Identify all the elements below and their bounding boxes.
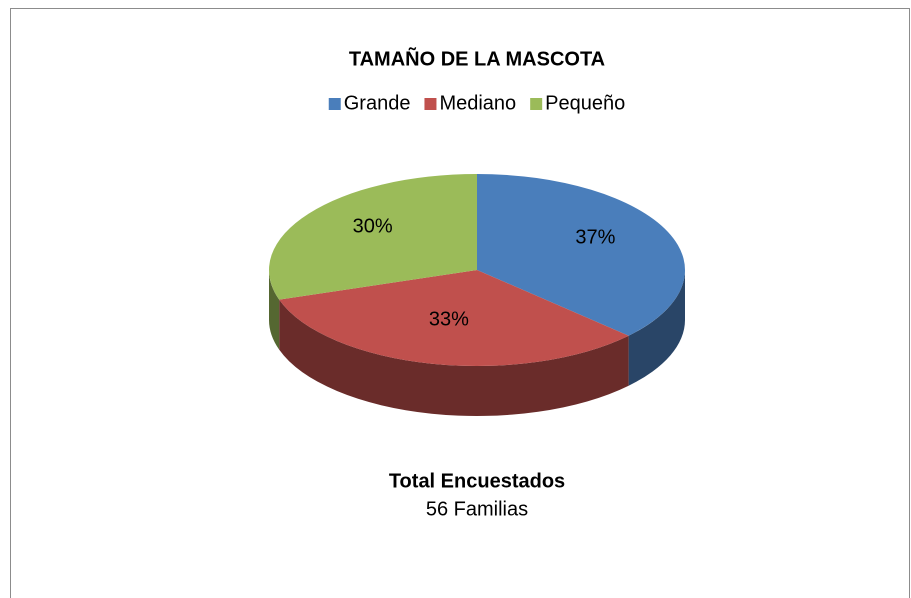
legend-label: Pequeño: [545, 92, 625, 114]
data-label: 30%: [353, 215, 393, 237]
pie-sides: [269, 270, 685, 417]
data-label: 33%: [429, 308, 469, 330]
data-label: 37%: [575, 227, 615, 249]
data-labels: 37% 33% 30%: [353, 215, 616, 330]
slice: [268, 174, 477, 300]
chart-title: TAMAÑO DE LA MASCOTA: [349, 47, 605, 70]
slice: [279, 270, 629, 367]
slice-side: [269, 270, 280, 350]
annotation: 56 Familias: [426, 498, 528, 520]
legend-swatch: [328, 98, 341, 110]
pie-tops: [268, 174, 685, 367]
annotation: Total Encuestados: [389, 470, 565, 492]
legend-swatch: [424, 98, 437, 110]
slice: [477, 174, 685, 336]
legend-label: Mediano: [439, 92, 516, 114]
slice-side: [279, 299, 629, 417]
legend-label: Grande: [344, 92, 411, 114]
slice-side: [628, 270, 685, 386]
legend-swatch: [530, 98, 543, 110]
legend: Grande Mediano Pequeño: [328, 92, 625, 114]
